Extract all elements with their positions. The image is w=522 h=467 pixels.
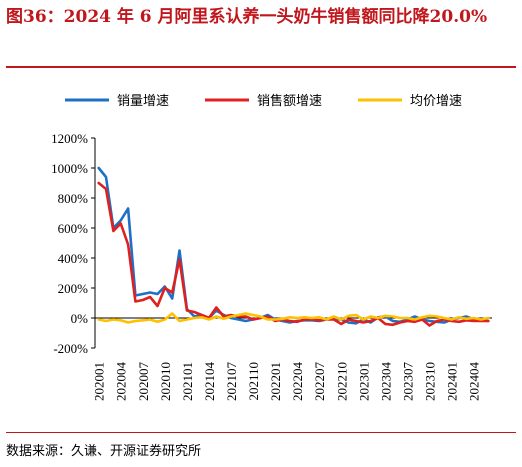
x-tick-label: 202210 (334, 362, 349, 401)
legend-label: 均价增速 (410, 94, 462, 109)
y-axis: 1200% 1000% 800% 600% 400% 200% 0% -200% (51, 131, 96, 356)
x-tick-label: 202304 (378, 362, 393, 402)
x-tick-label: 202110 (246, 362, 261, 401)
series-line-2 (97, 181, 490, 327)
x-tick-label: 202310 (423, 362, 438, 401)
x-tick-label: 202007 (136, 362, 151, 402)
x-tick-label: 202204 (290, 362, 305, 402)
series-line-3 (97, 312, 490, 324)
x-tick-label: 202207 (312, 362, 327, 402)
x-tick-label: 202004 (114, 362, 129, 402)
legend-label: 销量增速 (117, 94, 169, 109)
legend-label: 销售额增速 (257, 93, 322, 109)
x-tick-label: 202101 (180, 362, 195, 401)
x-tick-label: 202010 (158, 362, 173, 401)
y-tick-label: -200% (53, 341, 88, 356)
x-tick-label: 202201 (268, 362, 283, 401)
source-divider (6, 432, 516, 433)
line-chart: 销量增速 销售额增速 均价增速 1200% 1000% 800% 600% 400% 200%… (51, 93, 492, 402)
title-divider (6, 66, 516, 68)
y-tick-label: 200% (58, 281, 89, 296)
x-tick-label: 202301 (356, 362, 371, 401)
y-tick-label: 0% (71, 311, 89, 326)
x-tick-label: 202401 (445, 362, 460, 401)
series-line-1 (97, 166, 490, 325)
x-axis: 202001 202004 202007 202010 202101 202104 2021… (92, 317, 492, 402)
x-tick-label: 202307 (400, 362, 415, 402)
chart-legend: 销量增速 销售额增速 均价增速 (65, 93, 462, 109)
x-tick-label: 202404 (467, 362, 482, 402)
source-note: 数据来源：久谦、开源证券研究所 (6, 444, 202, 459)
y-tick-label: 800% (58, 191, 89, 206)
series-lines (97, 166, 490, 327)
x-tick-label: 202001 (92, 362, 107, 401)
x-tick-label: 202107 (224, 362, 239, 402)
y-tick-label: 1200% (51, 131, 88, 146)
figure-title: 图36：2024 年 6 月阿里系认养一头奶牛销售额同比降20.0% (6, 7, 488, 27)
y-tick-label: 600% (58, 221, 89, 236)
y-tick-label: 1000% (51, 161, 88, 176)
y-tick-label: 400% (58, 251, 89, 266)
x-tick-label: 202104 (202, 362, 217, 402)
